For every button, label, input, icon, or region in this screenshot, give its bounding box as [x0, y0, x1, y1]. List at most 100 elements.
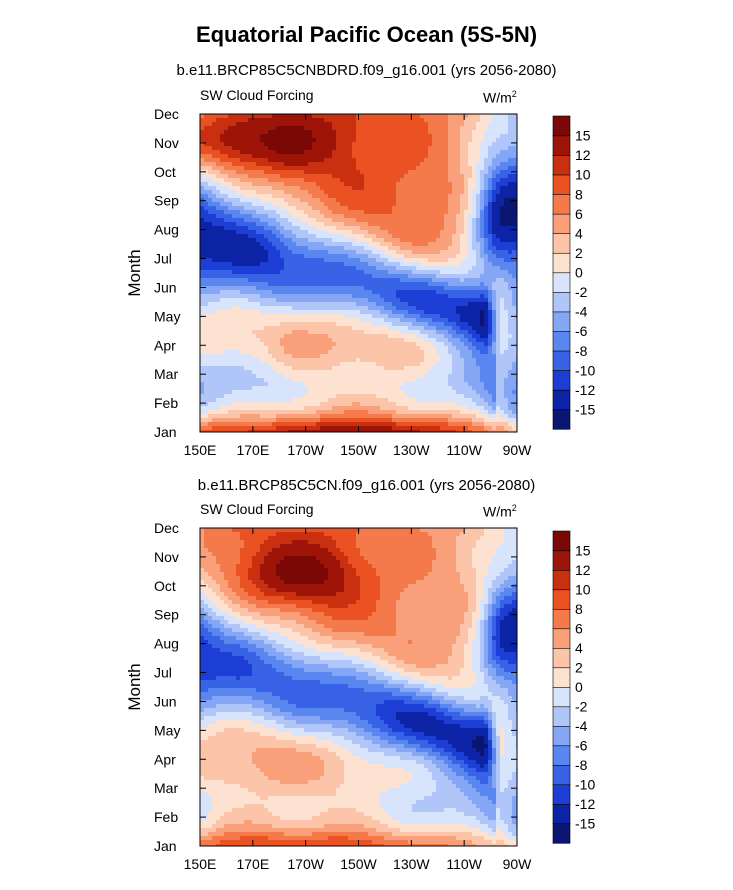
field-cell: [472, 250, 477, 255]
field-cell: [504, 258, 509, 263]
field-cell: [304, 326, 309, 331]
field-cell: [428, 246, 433, 251]
field-cell: [420, 226, 425, 231]
field-cell: [492, 118, 497, 123]
field-cell: [400, 142, 405, 147]
field-cell: [208, 270, 213, 275]
field-cell: [500, 286, 505, 291]
field-cell: [364, 186, 369, 191]
field-cell: [256, 314, 261, 319]
field-cell: [320, 118, 325, 123]
field-cell: [380, 262, 385, 267]
field-cell: [404, 126, 409, 131]
field-cell: [312, 322, 317, 327]
field-cell: [232, 294, 237, 299]
field-cell: [252, 266, 257, 271]
field-cell: [364, 266, 369, 271]
field-cell: [416, 210, 421, 215]
field-cell: [212, 198, 217, 203]
field-cell: [500, 358, 505, 363]
field-cell: [320, 246, 325, 251]
field-cell: [400, 358, 405, 363]
field-cell: [504, 298, 509, 303]
field-cell: [220, 222, 225, 227]
field-cell: [280, 282, 285, 287]
field-cell: [200, 306, 205, 311]
field-cell: [396, 198, 401, 203]
field-cell: [240, 362, 245, 367]
field-cell: [212, 342, 217, 347]
field-cell: [212, 114, 217, 119]
field-cell: [372, 242, 377, 247]
field-cell: [480, 182, 485, 187]
field-cell: [284, 242, 289, 247]
field-cell: [448, 154, 453, 159]
field-cell: [476, 278, 481, 283]
field-cell: [504, 134, 509, 139]
field-cell: [344, 246, 349, 251]
field-cell: [300, 262, 305, 267]
field-cell: [484, 270, 489, 275]
field-cell: [360, 182, 365, 187]
field-cell: [504, 170, 509, 175]
field-cell: [408, 302, 413, 307]
field-cell: [492, 322, 497, 327]
field-cell: [456, 234, 461, 239]
field-cell: [408, 326, 413, 331]
field-cell: [356, 162, 361, 167]
field-cell: [328, 270, 333, 275]
field-cell: [456, 142, 461, 147]
field-cell: [200, 166, 205, 171]
field-cell: [496, 282, 501, 287]
field-cell: [404, 266, 409, 271]
field-cell: [300, 346, 305, 351]
field-cell: [292, 294, 297, 299]
field-cell: [216, 258, 221, 263]
field-cell: [280, 146, 285, 151]
field-cell: [476, 302, 481, 307]
field-cell: [296, 150, 301, 155]
field-cell: [464, 314, 469, 319]
field-cell: [376, 250, 381, 255]
field-cell: [228, 242, 233, 247]
field-cell: [224, 158, 229, 163]
field-cell: [228, 194, 233, 199]
field-cell: [316, 138, 321, 143]
field-cell: [288, 350, 293, 355]
field-cell: [460, 178, 465, 183]
field-cell: [432, 118, 437, 123]
field-cell: [272, 134, 277, 139]
field-cell: [228, 138, 233, 143]
field-cell: [420, 270, 425, 275]
field-cell: [208, 354, 213, 359]
field-cell: [348, 246, 353, 251]
field-cell: [328, 286, 333, 291]
field-cell: [492, 202, 497, 207]
field-cell: [396, 158, 401, 163]
field-cell: [344, 202, 349, 207]
field-cell: [212, 270, 217, 275]
field-cell: [296, 338, 301, 343]
field-cell: [456, 146, 461, 151]
field-cell: [244, 270, 249, 275]
field-cell: [260, 330, 265, 335]
field-cell: [332, 270, 337, 275]
field-cell: [472, 326, 477, 331]
field-cell: [280, 210, 285, 215]
field-cell: [448, 218, 453, 223]
field-cell: [248, 358, 253, 363]
field-cell: [408, 174, 413, 179]
field-cell: [368, 230, 373, 235]
field-cell: [316, 186, 321, 191]
field-cell: [336, 314, 341, 319]
field-cell: [272, 186, 277, 191]
field-cell: [468, 330, 473, 335]
field-cell: [316, 178, 321, 183]
field-cell: [264, 150, 269, 155]
field-cell: [220, 238, 225, 243]
field-cell: [328, 210, 333, 215]
field-cell: [372, 266, 377, 271]
field-cell: [280, 318, 285, 323]
field-cell: [420, 198, 425, 203]
field-cell: [484, 282, 489, 287]
